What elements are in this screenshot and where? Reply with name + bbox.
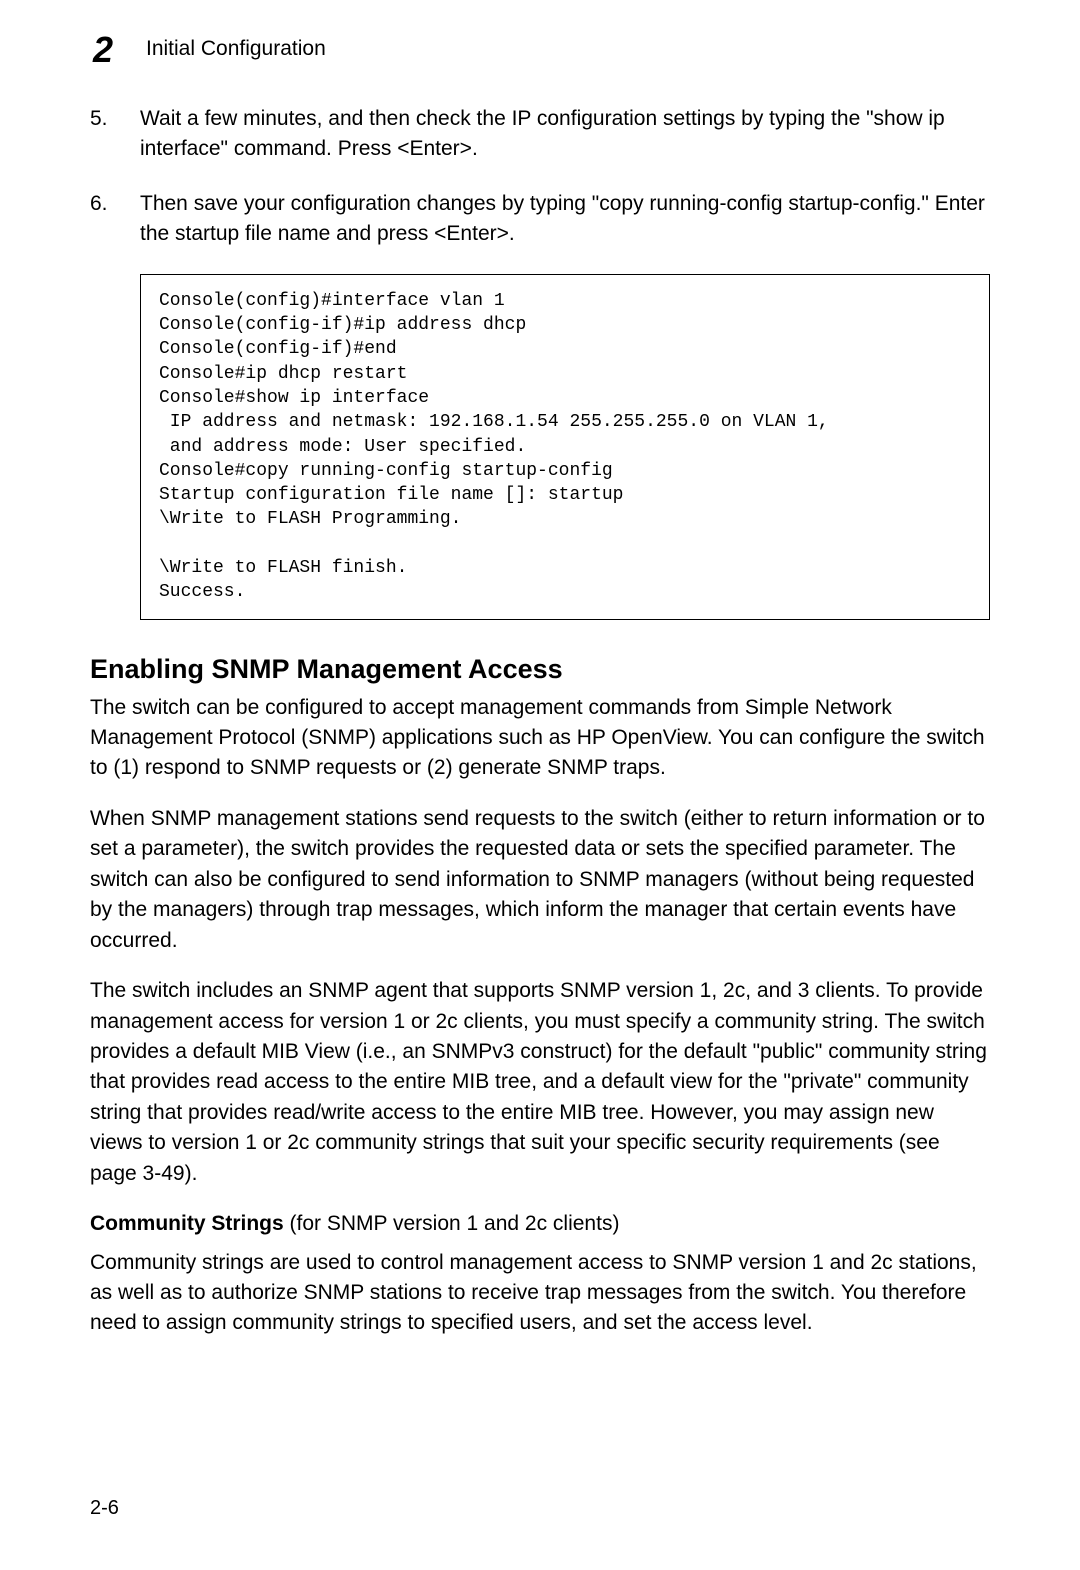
page-number: 2-6 <box>90 1497 119 1520</box>
chapter-number-icon: 2 <box>90 32 128 66</box>
step-text: Then save your configuration changes by … <box>140 189 990 250</box>
sub-heading-rest: (for SNMP version 1 and 2c clients) <box>284 1212 620 1235</box>
chapter-title: Initial Configuration <box>146 37 326 61</box>
body-paragraph: The switch can be configured to accept m… <box>90 693 990 784</box>
body-paragraph: The switch includes an SNMP agent that s… <box>90 976 990 1189</box>
sub-heading-bold: Community Strings <box>90 1212 284 1235</box>
console-output-block: Console(config)#interface vlan 1 Console… <box>140 274 990 620</box>
page-header: 2 Initial Configuration <box>90 32 990 66</box>
step-number: 5. <box>90 104 140 165</box>
section-heading: Enabling SNMP Management Access <box>90 654 990 685</box>
step-text: Wait a few minutes, and then check the I… <box>140 104 990 165</box>
svg-text:2: 2 <box>92 32 113 66</box>
body-paragraph: Community strings are used to control ma… <box>90 1248 990 1339</box>
body-paragraph: When SNMP management stations send reque… <box>90 804 990 956</box>
step-item: 6. Then save your configuration changes … <box>90 189 990 250</box>
step-number: 6. <box>90 189 140 250</box>
sub-heading: Community Strings (for SNMP version 1 an… <box>90 1209 990 1239</box>
step-item: 5. Wait a few minutes, and then check th… <box>90 104 990 165</box>
